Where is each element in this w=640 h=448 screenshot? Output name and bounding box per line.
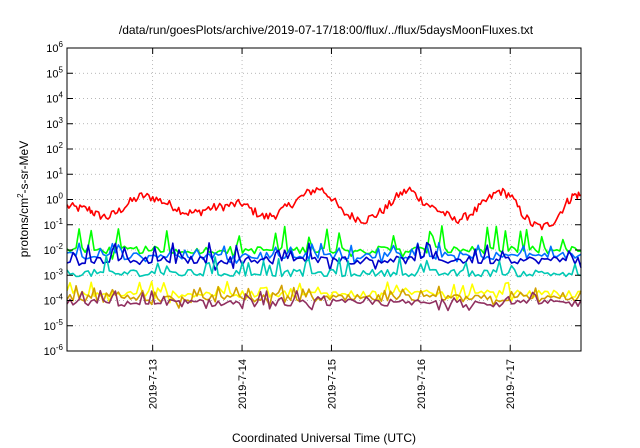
x-axis-title: Coordinated Universal Time (UTC) <box>232 431 416 445</box>
flux-series-line <box>66 241 582 272</box>
x-axis: 2019-7-13 2019-7-14 2019-7-15 2019-7-16 2019… <box>148 48 517 409</box>
flux-series-line <box>66 225 582 260</box>
y-axis-title: protons/cm2-s-sr-MeV <box>16 141 31 257</box>
x-tick-label: 2019-7-16 <box>416 359 428 409</box>
x-tick-label: 2019-7-15 <box>326 359 338 409</box>
y-tick-label: 103 <box>46 116 63 131</box>
y-tick-label: 10-2 <box>44 242 64 257</box>
y-axis-title-post: -s-sr-MeV <box>17 141 31 194</box>
y-tick-label: 10-4 <box>44 293 64 308</box>
y-tick-label: 104 <box>46 91 63 106</box>
y-tick-label: 10-1 <box>44 217 64 232</box>
flux-series-line <box>66 280 582 304</box>
y-axis-title-pre: protons/cm <box>17 198 31 257</box>
x-tick-label: 2019-7-14 <box>237 359 249 409</box>
series-group <box>66 186 582 312</box>
y-tick-label: 102 <box>46 141 63 156</box>
y-tick-label: 100 <box>46 192 63 207</box>
flux-series-line <box>66 289 582 312</box>
y-axis-title-sup: 2 <box>16 193 25 198</box>
y-tick-label: 105 <box>46 65 63 80</box>
y-tick-label: 106 <box>46 40 63 55</box>
y-axis: 10-6 10-5 10-4 10-3 10-2 10-1 100 101 102 103 104 1… <box>44 40 581 358</box>
flux-series-line <box>66 186 582 231</box>
x-tick-label: 2019-7-13 <box>148 359 160 409</box>
flux-series-line <box>66 254 582 278</box>
y-tick-label: 10-6 <box>44 343 64 358</box>
x-tick-label: 2019-7-17 <box>505 359 517 409</box>
grid <box>67 48 581 351</box>
y-tick-label: 101 <box>46 166 63 181</box>
y-tick-label: 10-5 <box>44 318 64 333</box>
chart-title: /data/run/goesPlots/archive/2019-07-17/1… <box>119 23 534 37</box>
y-tick-label: 10-3 <box>44 267 64 282</box>
